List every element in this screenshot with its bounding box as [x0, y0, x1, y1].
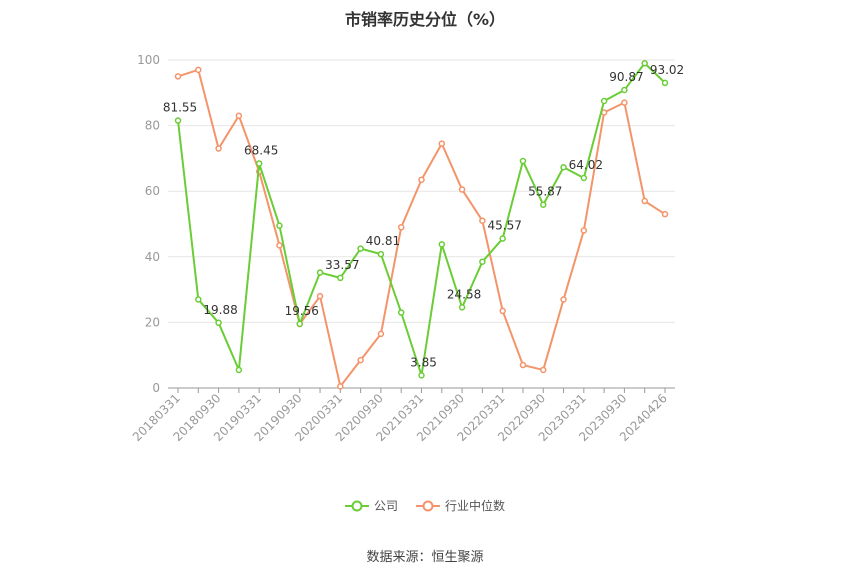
data-point-company	[621, 86, 628, 94]
data-label: 19.56	[285, 304, 319, 318]
data-point-company	[215, 319, 222, 327]
data-point-industry	[377, 330, 385, 338]
data-point-company	[580, 174, 588, 182]
data-point-industry	[276, 242, 283, 249]
data-point-industry	[458, 186, 466, 193]
legend-company-label: 公司	[373, 499, 398, 513]
data-point-company	[560, 164, 567, 171]
data-label: 19.88	[203, 303, 237, 317]
data-point-company	[316, 269, 324, 276]
y-tick-label: 80	[145, 119, 160, 133]
data-point-industry	[337, 383, 344, 390]
data-label: 68.45	[244, 143, 278, 157]
data-point-company	[235, 366, 243, 374]
y-tick-label: 40	[145, 250, 160, 264]
y-tick-label: 20	[145, 315, 160, 329]
data-point-industry	[316, 292, 324, 300]
y-tick-label: 60	[145, 184, 160, 198]
legend-item-company[interactable]: 公司	[344, 497, 398, 514]
data-point-company	[540, 201, 547, 208]
data-point-industry	[499, 307, 506, 315]
data-label: 93.02	[650, 63, 684, 77]
axis-layer: 0204060801002018033120180930201903312019…	[130, 53, 675, 444]
legend: 公司 行业中位数	[0, 497, 850, 514]
data-label: 45.57	[487, 219, 521, 233]
data-point-industry	[621, 99, 628, 106]
data-point-company	[276, 222, 283, 229]
data-point-industry	[215, 145, 222, 152]
data-point-industry	[540, 366, 547, 374]
data-label: 24.58	[447, 287, 481, 301]
data-point-industry	[397, 224, 405, 231]
data-point-industry	[418, 176, 425, 183]
data-source: 数据来源：恒生聚源	[366, 550, 484, 565]
data-point-industry	[357, 356, 364, 364]
data-point-industry	[438, 140, 446, 147]
data-point-company	[600, 97, 608, 105]
series-line-industry	[177, 68, 666, 388]
data-point-company	[337, 274, 344, 282]
data-label: 33.57	[325, 258, 359, 272]
data-point-company	[174, 117, 182, 124]
data-point-company	[661, 79, 669, 87]
data-point-industry	[560, 296, 567, 303]
data-point-industry	[661, 210, 669, 218]
y-tick-label: 0	[152, 381, 160, 395]
data-label: 3.85	[410, 355, 437, 369]
data-point-company	[377, 250, 385, 258]
data-point-company	[296, 320, 303, 328]
series-layer	[174, 60, 669, 390]
series-line-company	[177, 62, 666, 377]
data-point-company	[519, 157, 527, 165]
legend-item-industry[interactable]: 行业中位数	[416, 497, 505, 514]
y-tick-label: 100	[137, 53, 160, 67]
data-point-company	[357, 245, 364, 252]
data-point-company	[255, 160, 263, 167]
data-point-company	[479, 258, 486, 265]
data-point-industry	[479, 217, 486, 224]
data-point-company	[458, 304, 466, 311]
legend-industry-label: 行业中位数	[445, 499, 506, 513]
label-layer: 81.55 19.88 68.45 19.56 33.57 40.81 3.85 24.58 4…	[163, 63, 684, 369]
legend-industry-symbol	[416, 500, 440, 511]
data-label: 81.55	[163, 101, 197, 115]
data-point-company	[397, 309, 405, 316]
data-label: 90.87	[609, 70, 643, 84]
data-point-industry	[519, 361, 527, 369]
data-point-industry	[580, 227, 588, 234]
data-point-company	[641, 60, 648, 67]
data-point-industry	[195, 66, 202, 74]
data-label: 55.87	[528, 185, 562, 199]
data-label: 40.81	[366, 234, 400, 248]
chart-title: 市销率历史分位（%）	[344, 10, 506, 29]
data-point-industry	[235, 112, 243, 120]
data-point-company	[195, 296, 202, 303]
data-point-industry	[174, 73, 182, 80]
data-point-company	[418, 372, 425, 379]
grid-layer	[168, 59, 675, 323]
data-point-company	[499, 235, 506, 242]
data-point-industry	[641, 197, 648, 205]
data-point-company	[438, 241, 446, 248]
data-label: 64.02	[569, 158, 603, 172]
legend-company-symbol	[344, 500, 369, 511]
